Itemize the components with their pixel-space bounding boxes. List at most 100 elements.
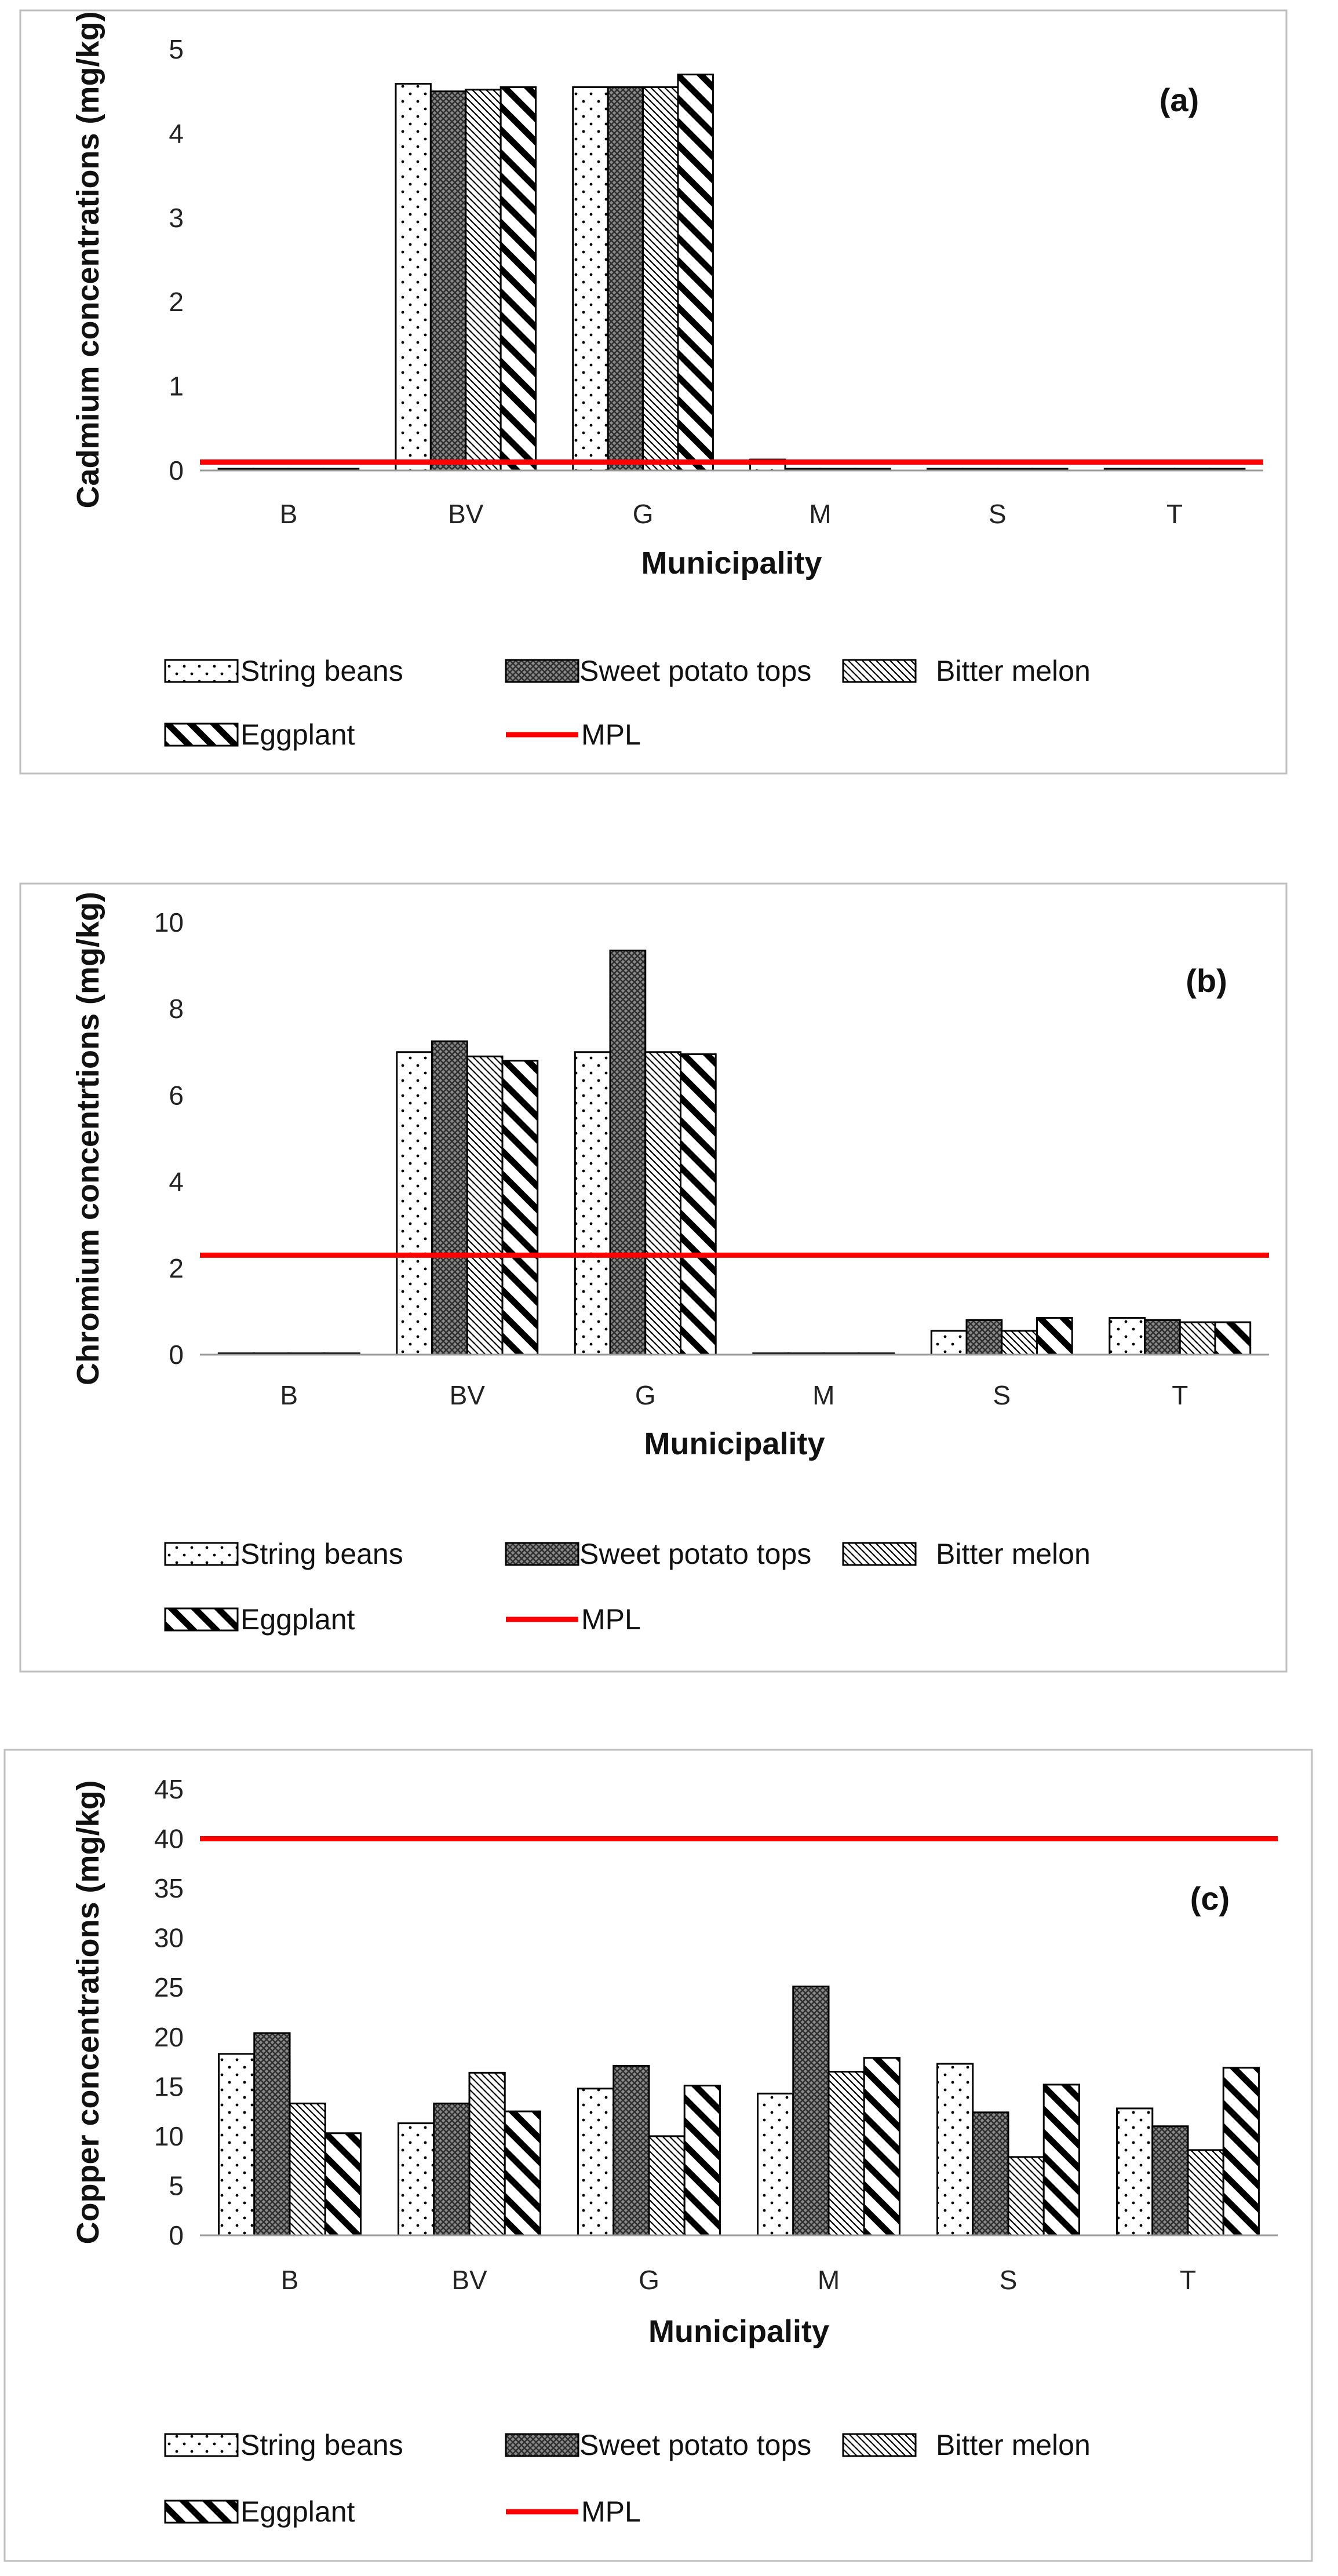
legend-swatch: [505, 659, 579, 683]
bar-S-2: [1007, 2156, 1045, 2236]
legend-swatch: [842, 1542, 917, 1566]
legend-label: String beans: [240, 2429, 403, 2461]
legend-label: Bitter melon: [936, 1538, 1091, 1570]
legend-label: Eggplant: [240, 718, 355, 751]
legend-swatch: [505, 1542, 579, 1566]
y-tick-label: 35: [154, 1873, 184, 1903]
bar-G-3: [683, 2085, 721, 2236]
bar-G-2: [648, 2135, 686, 2236]
x-tick-label: T: [1172, 1380, 1188, 1410]
panel-label: (b): [1186, 962, 1227, 999]
x-tick-label: S: [993, 1380, 1011, 1410]
legend-label: Sweet potato tops: [579, 655, 811, 687]
legend-label: Eggplant: [240, 1603, 355, 1636]
y-tick-label: 40: [154, 1824, 184, 1854]
bar-G-2: [644, 1051, 681, 1356]
legend: String beans Sweet potato tops Bitter melo…: [164, 1538, 1091, 1636]
y-tick-label: 0: [169, 455, 184, 486]
bar-BV-0: [398, 2122, 435, 2236]
bar-G-1: [613, 2064, 650, 2236]
legend-label: Eggplant: [240, 2495, 355, 2528]
legend-swatch: [842, 659, 917, 683]
legend-label-mpl: MPL: [581, 2495, 641, 2528]
x-axis-title: Municipality: [641, 546, 822, 581]
y-axis-title: Copper concentrations (mg/kg): [71, 1780, 105, 2244]
bar-BV-2: [465, 89, 502, 472]
bar-B-2: [289, 2102, 326, 2236]
bar-G-0: [572, 86, 609, 472]
y-tick-label: 0: [169, 1340, 184, 1370]
x-tick-label: B: [281, 2265, 299, 2295]
x-tick-label: B: [280, 1380, 298, 1410]
legend: String beans Sweet potato tops Bitter melo…: [164, 655, 1091, 751]
y-tick-label: 3: [169, 203, 184, 233]
bar-BV-1: [429, 90, 467, 472]
bar-S-1: [965, 1319, 1003, 1356]
x-tick-label: T: [1166, 499, 1183, 529]
y-tick-label: 1: [169, 371, 184, 402]
bar-S-0: [936, 2063, 974, 2236]
x-tick-label: G: [633, 499, 654, 529]
legend-label: Sweet potato tops: [579, 1538, 811, 1570]
x-axis-title: Municipality: [644, 1426, 825, 1461]
bar-T-3: [1214, 1321, 1252, 1356]
bar-M-3: [863, 2057, 900, 2236]
x-tick-label: S: [989, 499, 1007, 529]
y-tick-label: 25: [154, 1972, 184, 2002]
x-tick-label: G: [635, 1380, 656, 1410]
y-tick-label: 10: [154, 907, 184, 937]
bar-B-1: [253, 2032, 291, 2236]
bar-BV-0: [396, 1051, 433, 1356]
x-tick-label: BV: [451, 2265, 487, 2295]
bar-BV-3: [501, 1060, 539, 1356]
legend-label-mpl: MPL: [581, 1603, 641, 1636]
y-tick-label: 5: [169, 34, 184, 64]
x-tick-label: T: [1180, 2265, 1196, 2295]
y-tick-label: 6: [169, 1080, 184, 1110]
y-tick-label: 2: [169, 287, 184, 317]
legend-swatch: [164, 1542, 239, 1566]
bar-BV-3: [500, 86, 537, 472]
y-tick-label: 30: [154, 1923, 184, 1953]
legend-label-mpl: MPL: [581, 718, 641, 751]
bar-M-1: [792, 1986, 830, 2236]
y-tick-label: 45: [154, 1774, 184, 1804]
chart-panel-1: 0 1 2 3 4 5 Cadmium concentrations (mg/kg) B BV G…: [19, 9, 1288, 775]
bar-T-1: [1151, 2125, 1189, 2236]
bar-S-3: [1036, 1317, 1073, 1356]
x-tick-label: M: [809, 499, 831, 529]
bar-G-3: [677, 74, 714, 472]
bar-BV-1: [431, 1040, 468, 1356]
bar-BV-0: [395, 83, 432, 472]
x-tick-label: G: [639, 2265, 659, 2295]
x-tick-label: M: [818, 2265, 840, 2295]
y-tick-label: 20: [154, 2022, 184, 2052]
bar-BV-3: [504, 2110, 541, 2236]
bar-G-1: [607, 86, 644, 472]
bar-BV-2: [468, 2071, 506, 2236]
x-tick-label: S: [1000, 2265, 1018, 2295]
y-tick-label: 15: [154, 2071, 184, 2101]
bar-B-3: [324, 2132, 362, 2236]
legend-swatch: [164, 2500, 239, 2524]
legend-swatch: [505, 2433, 579, 2457]
panel-label: (a): [1160, 82, 1199, 118]
bar-BV-2: [466, 1055, 504, 1356]
y-axis-title: Chromium concentrtions (mg/kg): [71, 892, 105, 1385]
y-axis-title: Cadmium concentrations (mg/kg): [71, 11, 105, 508]
panel-label: (c): [1190, 1880, 1230, 1917]
y-tick-label: 5: [169, 2170, 184, 2201]
y-tick-label: 2: [169, 1253, 184, 1283]
y-tick-label: 10: [154, 2121, 184, 2151]
y-tick-label: 4: [169, 1167, 184, 1197]
bar-S-2: [1001, 1330, 1038, 1356]
legend-swatch: [842, 2433, 917, 2457]
x-tick-label: B: [280, 499, 298, 529]
x-tick-label: BV: [450, 1380, 486, 1410]
legend-label: Sweet potato tops: [579, 2429, 811, 2461]
x-axis-title: Municipality: [648, 2314, 829, 2349]
legend-swatch: [164, 659, 239, 683]
bar-T-2: [1179, 1321, 1216, 1356]
bar-BV-1: [433, 2102, 471, 2236]
